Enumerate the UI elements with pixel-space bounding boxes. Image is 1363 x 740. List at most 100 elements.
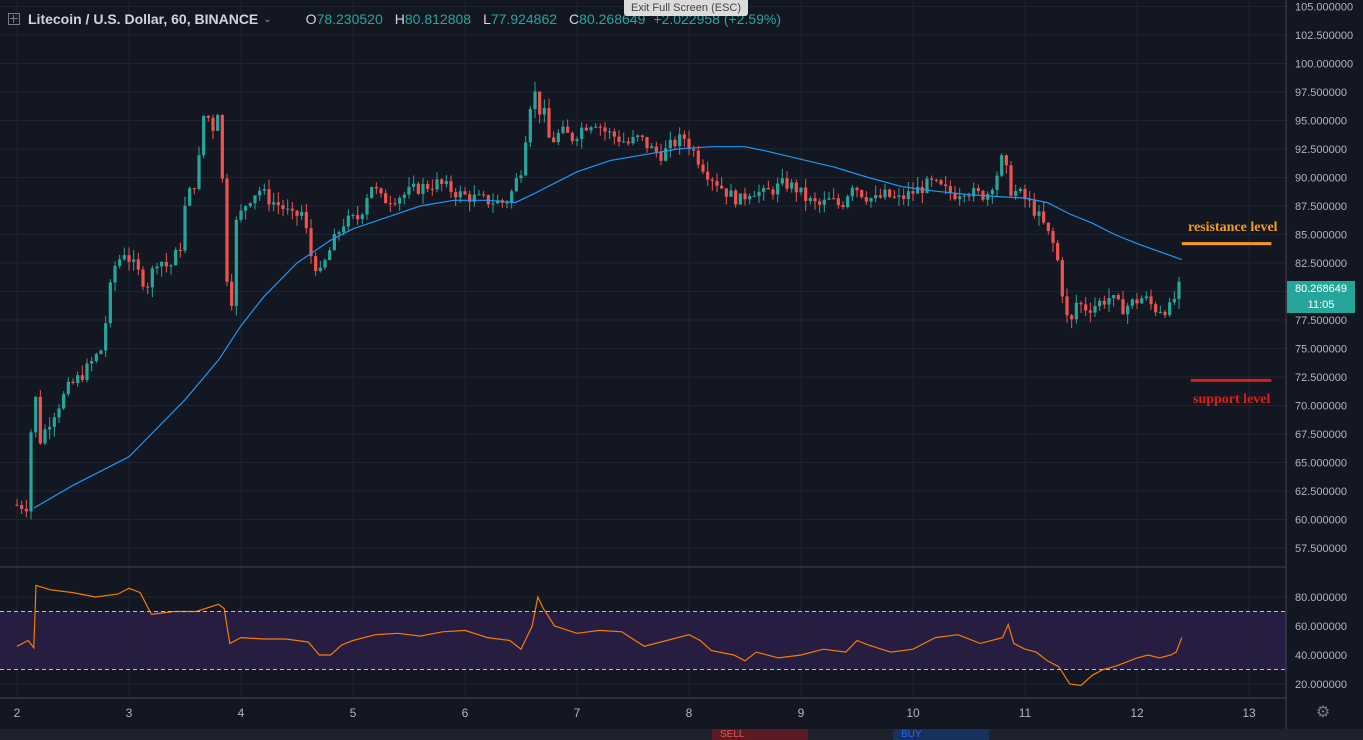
candle-body bbox=[90, 361, 94, 364]
candle-body bbox=[225, 178, 229, 282]
candle-body bbox=[94, 354, 98, 362]
price-axis[interactable]: 105.000000 102.500000 100.000000 97.500000 9… bbox=[1295, 2, 1353, 556]
candle-body bbox=[1000, 155, 1004, 176]
time-axis[interactable]: 2 3 4 5 6 7 8 9 10 11 12 13 bbox=[14, 706, 1256, 720]
candle-body bbox=[314, 256, 318, 272]
candle-body bbox=[1074, 302, 1078, 320]
price-tick-label: 72.500000 bbox=[1295, 372, 1347, 384]
candle-body bbox=[962, 195, 966, 197]
candle-body bbox=[505, 202, 509, 204]
time-tick-label: 11 bbox=[1019, 706, 1032, 720]
candle-body bbox=[1042, 211, 1046, 223]
exit-fullscreen-button[interactable]: Exit Full Screen (ESC) bbox=[624, 0, 748, 16]
price-tick-label: 100.000000 bbox=[1295, 59, 1353, 71]
candle-body bbox=[1107, 298, 1111, 305]
candle-body bbox=[617, 136, 621, 142]
candle-body bbox=[706, 171, 710, 180]
candle-body bbox=[626, 141, 630, 144]
candle-body bbox=[650, 146, 654, 149]
candle-body bbox=[668, 139, 672, 149]
candle-body bbox=[603, 127, 607, 132]
candle-body bbox=[1144, 296, 1148, 299]
sell-button[interactable]: SELL bbox=[712, 729, 808, 740]
candles bbox=[15, 81, 1181, 520]
candle-body bbox=[528, 109, 532, 143]
candle-body bbox=[463, 191, 467, 195]
candle-body bbox=[164, 261, 168, 267]
candle-body bbox=[920, 187, 924, 194]
gear-icon[interactable]: ⚙ bbox=[1315, 704, 1331, 721]
candle-body bbox=[780, 178, 784, 184]
candle-body bbox=[510, 191, 514, 203]
chevron-down-icon[interactable]: ⌄ bbox=[263, 13, 272, 25]
candle-body bbox=[888, 189, 892, 197]
candle-body bbox=[589, 127, 593, 131]
candle-body bbox=[57, 408, 61, 418]
candle-body bbox=[388, 203, 392, 205]
candle-body bbox=[958, 196, 962, 200]
candle-body bbox=[323, 260, 327, 268]
candle-body bbox=[328, 250, 332, 261]
candle-body bbox=[24, 508, 28, 512]
candle-body bbox=[612, 131, 616, 137]
candle-body bbox=[631, 137, 635, 144]
candle-body bbox=[202, 115, 206, 156]
candle-body bbox=[15, 504, 19, 506]
high-value: 80.812808 bbox=[404, 11, 472, 27]
candle-body bbox=[1112, 295, 1116, 299]
candle-body bbox=[1126, 305, 1130, 315]
candle-body bbox=[43, 429, 47, 444]
time-tick-label: 10 bbox=[906, 706, 920, 720]
rsi-line bbox=[16, 584, 1183, 687]
buy-button[interactable]: BUY bbox=[893, 729, 989, 740]
candle-body bbox=[1037, 211, 1041, 216]
candle-body bbox=[533, 91, 537, 110]
candle-body bbox=[1130, 299, 1134, 306]
price-tick-label: 105.000000 bbox=[1295, 2, 1353, 14]
ma-line bbox=[33, 146, 1183, 509]
candle-body bbox=[832, 198, 836, 200]
expand-icon[interactable] bbox=[8, 13, 20, 25]
chart-header: Litecoin / U.S. Dollar, 60, BINANCE ⌄ O 7… bbox=[8, 9, 781, 29]
grid bbox=[0, 0, 1286, 698]
candle-body bbox=[552, 137, 556, 143]
candle-body bbox=[1154, 304, 1158, 313]
candle-body bbox=[477, 194, 481, 196]
price-tick-label: 92.500000 bbox=[1295, 144, 1347, 156]
candle-body bbox=[1098, 300, 1102, 307]
candle-body bbox=[482, 194, 486, 196]
symbol-title[interactable]: Litecoin / U.S. Dollar, 60, BINANCE bbox=[28, 11, 259, 27]
candle-body bbox=[402, 194, 406, 198]
candle-body bbox=[799, 187, 803, 193]
candle-body bbox=[1121, 299, 1125, 315]
candle-body bbox=[449, 181, 453, 193]
candle-body bbox=[440, 179, 444, 184]
low-value: 77.924862 bbox=[490, 11, 558, 27]
candle-body bbox=[192, 188, 196, 190]
candle-body bbox=[1088, 310, 1092, 313]
candle-body bbox=[113, 265, 117, 283]
candle-body bbox=[267, 189, 271, 205]
candle-body bbox=[1023, 188, 1027, 200]
candle-body bbox=[953, 193, 957, 200]
candle-body bbox=[645, 136, 649, 149]
time-tick-label: 5 bbox=[350, 706, 357, 720]
candle-body bbox=[486, 195, 490, 205]
open-label: O bbox=[305, 11, 317, 27]
time-tick-label: 3 bbox=[126, 706, 133, 720]
candle-body bbox=[332, 233, 336, 251]
candle-body bbox=[407, 186, 411, 195]
candle-body bbox=[1140, 298, 1144, 304]
candle-body bbox=[384, 193, 388, 204]
candle-body bbox=[426, 183, 430, 189]
candle-body bbox=[169, 265, 173, 267]
candle-body bbox=[211, 117, 215, 131]
candle-body bbox=[62, 393, 66, 409]
candle-body bbox=[729, 190, 733, 197]
candle-body bbox=[71, 381, 75, 384]
price-tick-label: 77.500000 bbox=[1295, 315, 1347, 327]
candle-body bbox=[351, 215, 355, 217]
candle-body bbox=[673, 139, 677, 147]
rsi-axis[interactable]: 80.000000 60.000000 40.000000 20.000000 bbox=[1295, 592, 1347, 691]
